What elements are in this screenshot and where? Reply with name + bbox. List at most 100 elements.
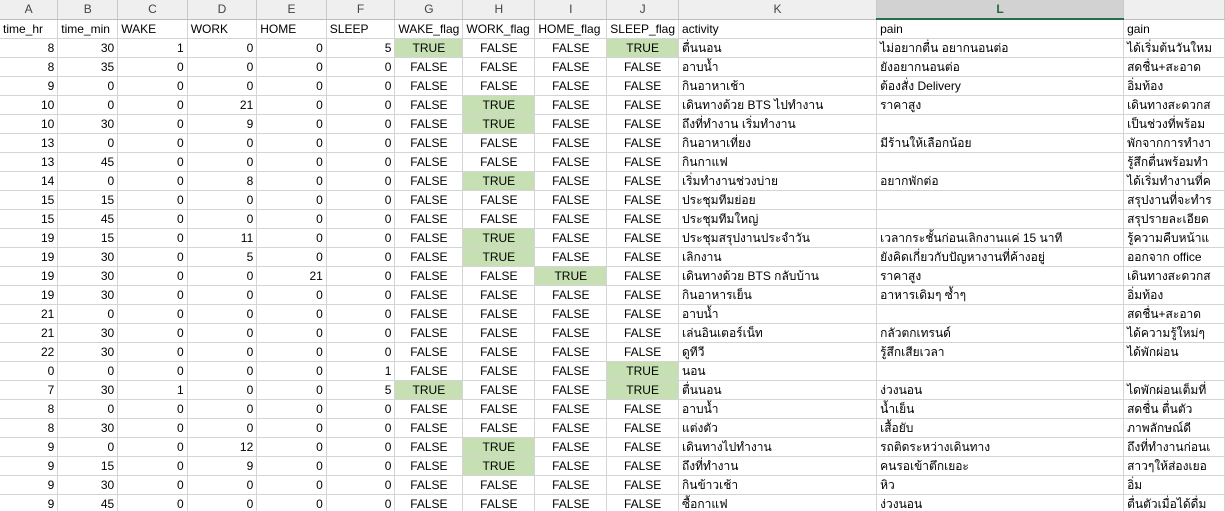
cell[interactable]: FALSE [606, 133, 679, 153]
cell[interactable]: 0 [117, 475, 188, 495]
field-name-cell[interactable]: gain [1123, 19, 1225, 39]
cell[interactable]: TRUE [606, 380, 679, 400]
field-name-cell[interactable]: time_hr [0, 19, 59, 39]
cell[interactable]: อาหารเดิมๆ ซ้ำๆ [876, 285, 1125, 305]
column-header-c[interactable]: C [117, 0, 188, 20]
cell[interactable]: อยากพักต่อ [876, 171, 1125, 191]
cell[interactable]: 8 [0, 418, 59, 438]
cell[interactable]: 0 [57, 95, 119, 115]
cell[interactable]: ราคาสูง [876, 95, 1125, 115]
field-name-cell[interactable]: WORK_flag [462, 19, 536, 39]
cell[interactable]: ตื่นนอน [678, 38, 878, 58]
cell[interactable]: FALSE [534, 114, 608, 134]
cell[interactable]: ตื่นนอน [678, 380, 878, 400]
cell[interactable]: 9 [187, 456, 258, 476]
cell[interactable]: รู้สึกเสียเวลา [876, 342, 1125, 362]
cell[interactable]: FALSE [462, 38, 536, 58]
cell[interactable]: 0 [187, 190, 258, 210]
cell[interactable]: FALSE [606, 456, 679, 476]
cell[interactable]: 0 [57, 437, 119, 457]
cell[interactable]: 14 [0, 171, 59, 191]
cell[interactable]: อิ่มท้อง [1123, 76, 1225, 96]
cell[interactable]: 12 [187, 437, 258, 457]
cell[interactable]: 9 [0, 494, 59, 511]
cell[interactable]: FALSE [534, 76, 608, 96]
cell[interactable]: 7 [0, 380, 59, 400]
cell[interactable]: 0 [117, 437, 188, 457]
field-name-cell[interactable]: activity [678, 19, 878, 39]
cell[interactable]: เดินทางไปทำงาน [678, 437, 878, 457]
cell[interactable]: 0 [117, 247, 188, 267]
cell[interactable]: ถึงที่ทำงาน เริ่มทำงาน [678, 114, 878, 134]
cell[interactable]: น้ำเย็น [876, 399, 1125, 419]
cell[interactable]: อาบน้ำ [678, 304, 878, 324]
column-header-f[interactable]: F [326, 0, 396, 20]
cell[interactable]: 15 [57, 228, 119, 248]
cell[interactable]: TRUE [462, 456, 536, 476]
cell[interactable]: สรุปรายละเอียด [1123, 209, 1225, 229]
field-name-cell[interactable]: SLEEP [326, 19, 396, 39]
cell[interactable]: 8 [0, 38, 59, 58]
cell[interactable]: 13 [0, 152, 59, 172]
cell[interactable]: 0 [117, 342, 188, 362]
cell[interactable]: นอน [678, 361, 878, 381]
cell[interactable]: เดินทางสะดวกส [1123, 266, 1225, 286]
cell[interactable]: FALSE [394, 57, 464, 77]
cell[interactable]: 0 [117, 399, 188, 419]
cell[interactable]: FALSE [394, 209, 464, 229]
cell[interactable]: เป็นช่วงที่พร้อม [1123, 114, 1225, 134]
cell[interactable]: FALSE [534, 171, 608, 191]
cell[interactable]: 0 [256, 399, 327, 419]
cell[interactable]: FALSE [606, 228, 679, 248]
cell[interactable]: 30 [57, 380, 119, 400]
cell[interactable]: 0 [117, 95, 188, 115]
cell[interactable]: FALSE [462, 76, 536, 96]
cell[interactable]: 0 [326, 304, 396, 324]
cell[interactable]: 0 [117, 418, 188, 438]
cell[interactable]: ไดพักผ่อนเต็มที่ [1123, 380, 1225, 400]
cell[interactable]: 0 [117, 456, 188, 476]
cell[interactable]: FALSE [394, 475, 464, 495]
column-header-j[interactable]: J [606, 0, 679, 20]
cell[interactable]: 0 [326, 266, 396, 286]
cell[interactable]: 5 [326, 380, 396, 400]
cell[interactable]: 0 [187, 285, 258, 305]
cell[interactable]: FALSE [534, 475, 608, 495]
cell[interactable]: FALSE [534, 361, 608, 381]
cell[interactable]: 9 [187, 114, 258, 134]
field-name-cell[interactable]: WAKE [117, 19, 188, 39]
cell[interactable]: FALSE [462, 285, 536, 305]
cell[interactable]: กินอาหารเย็น [678, 285, 878, 305]
cell[interactable]: FALSE [606, 342, 679, 362]
cell[interactable]: 0 [256, 437, 327, 457]
cell[interactable] [876, 114, 1125, 134]
cell[interactable]: 0 [57, 133, 119, 153]
cell[interactable]: 0 [187, 342, 258, 362]
cell[interactable]: เวลากระชั้นก่อนเลิกงานแค่ 15 นาที [876, 228, 1125, 248]
cell[interactable]: 19 [0, 266, 59, 286]
cell[interactable]: FALSE [606, 57, 679, 77]
cell[interactable]: 8 [187, 171, 258, 191]
cell[interactable]: 0 [256, 228, 327, 248]
column-header-k[interactable]: K [678, 0, 878, 20]
cell[interactable]: 0 [117, 171, 188, 191]
cell[interactable]: 0 [57, 171, 119, 191]
field-name-cell[interactable]: HOME [256, 19, 327, 39]
cell[interactable]: 21 [256, 266, 327, 286]
cell[interactable]: 0 [326, 190, 396, 210]
cell[interactable]: FALSE [534, 152, 608, 172]
cell[interactable]: 0 [117, 323, 188, 343]
cell[interactable]: 0 [117, 152, 188, 172]
cell[interactable]: FALSE [462, 399, 536, 419]
field-name-cell[interactable]: time_min [57, 19, 119, 39]
cell[interactable]: 19 [0, 228, 59, 248]
cell[interactable]: FALSE [394, 437, 464, 457]
cell[interactable]: FALSE [606, 95, 679, 115]
cell[interactable]: 0 [326, 57, 396, 77]
cell[interactable]: FALSE [462, 304, 536, 324]
cell[interactable]: FALSE [606, 114, 679, 134]
cell[interactable] [876, 361, 1125, 381]
cell[interactable]: 5 [187, 247, 258, 267]
cell[interactable]: TRUE [606, 38, 679, 58]
cell[interactable]: 0 [187, 323, 258, 343]
